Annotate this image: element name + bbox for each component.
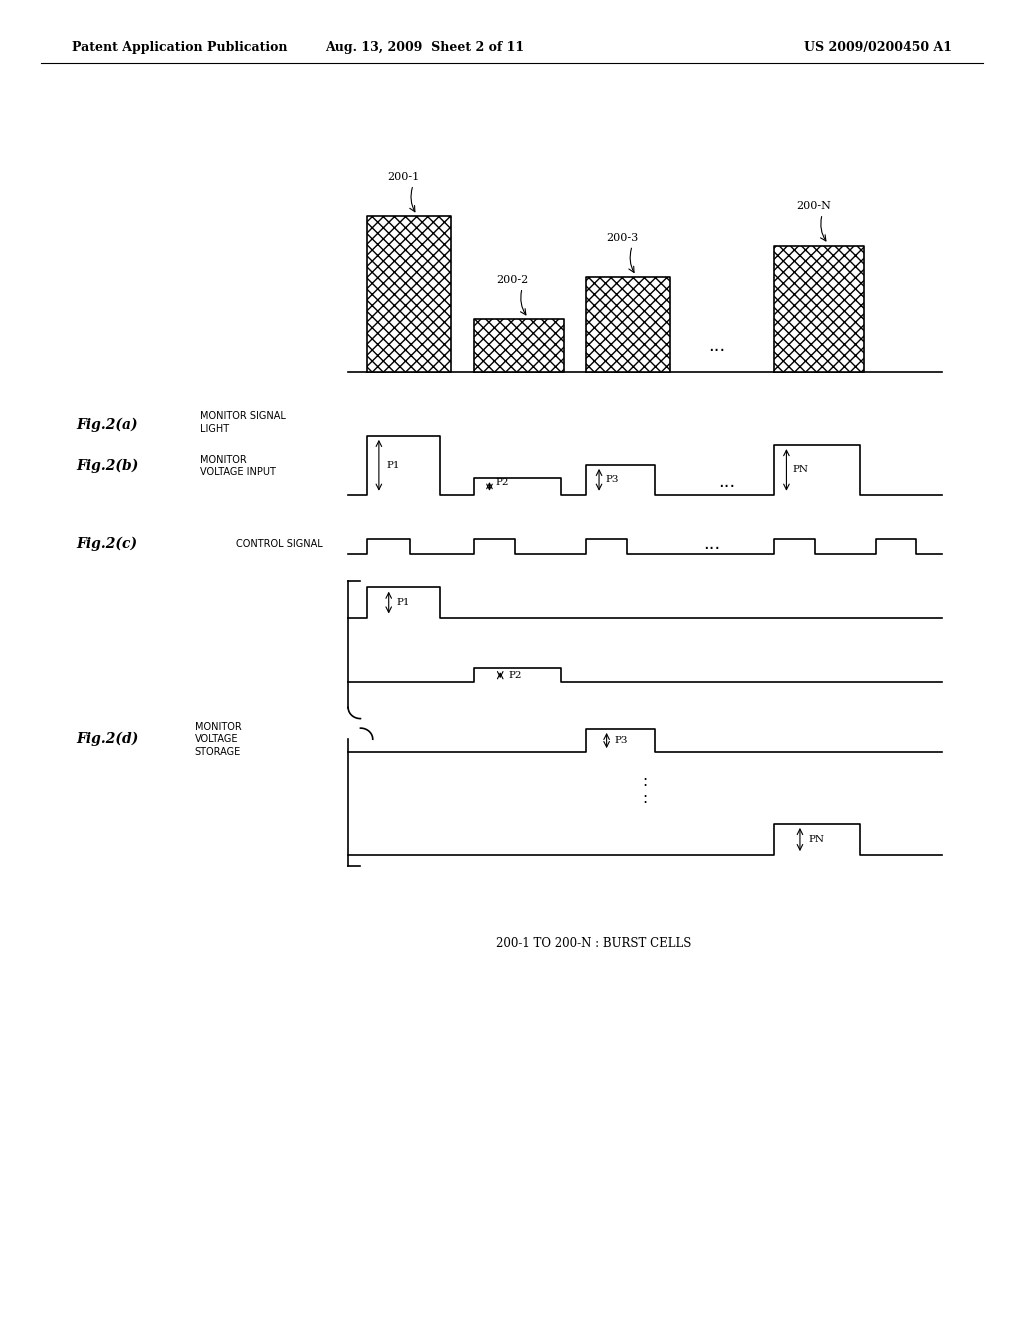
Text: ...: ... (703, 535, 720, 553)
Text: 200-1: 200-1 (387, 172, 420, 182)
Text: US 2009/0200450 A1: US 2009/0200450 A1 (804, 41, 952, 54)
Text: ...: ... (709, 337, 725, 355)
Text: MONITOR
VOLTAGE INPUT: MONITOR VOLTAGE INPUT (200, 455, 275, 477)
Text: Patent Application Publication: Patent Application Publication (72, 41, 287, 54)
Text: 200-3: 200-3 (606, 232, 639, 243)
Text: Fig.2(b): Fig.2(b) (77, 459, 139, 473)
Text: CONTROL SIGNAL: CONTROL SIGNAL (236, 539, 323, 549)
Text: MONITOR
VOLTAGE
STORAGE: MONITOR VOLTAGE STORAGE (195, 722, 242, 756)
Text: P2: P2 (509, 671, 522, 680)
Text: Fig.2(d): Fig.2(d) (77, 733, 139, 746)
Text: MONITOR SIGNAL
LIGHT: MONITOR SIGNAL LIGHT (200, 412, 286, 433)
Text: P3: P3 (614, 737, 629, 744)
Text: 200-1 TO 200-N : BURST CELLS: 200-1 TO 200-N : BURST CELLS (497, 937, 691, 950)
Text: Fig.2(a): Fig.2(a) (77, 418, 138, 432)
Text: PN: PN (808, 836, 824, 843)
Text: 200-2: 200-2 (497, 275, 528, 285)
Text: :: : (642, 791, 648, 807)
Text: 200-N: 200-N (797, 201, 831, 211)
Text: P1: P1 (386, 461, 399, 470)
Text: P3: P3 (605, 475, 618, 484)
Text: Aug. 13, 2009  Sheet 2 of 11: Aug. 13, 2009 Sheet 2 of 11 (326, 41, 524, 54)
Text: Fig.2(c): Fig.2(c) (77, 537, 138, 550)
Text: P2: P2 (496, 478, 509, 487)
Text: P1: P1 (397, 598, 411, 607)
Text: PN: PN (793, 466, 809, 474)
Text: ...: ... (719, 473, 735, 491)
Text: :: : (642, 774, 648, 789)
